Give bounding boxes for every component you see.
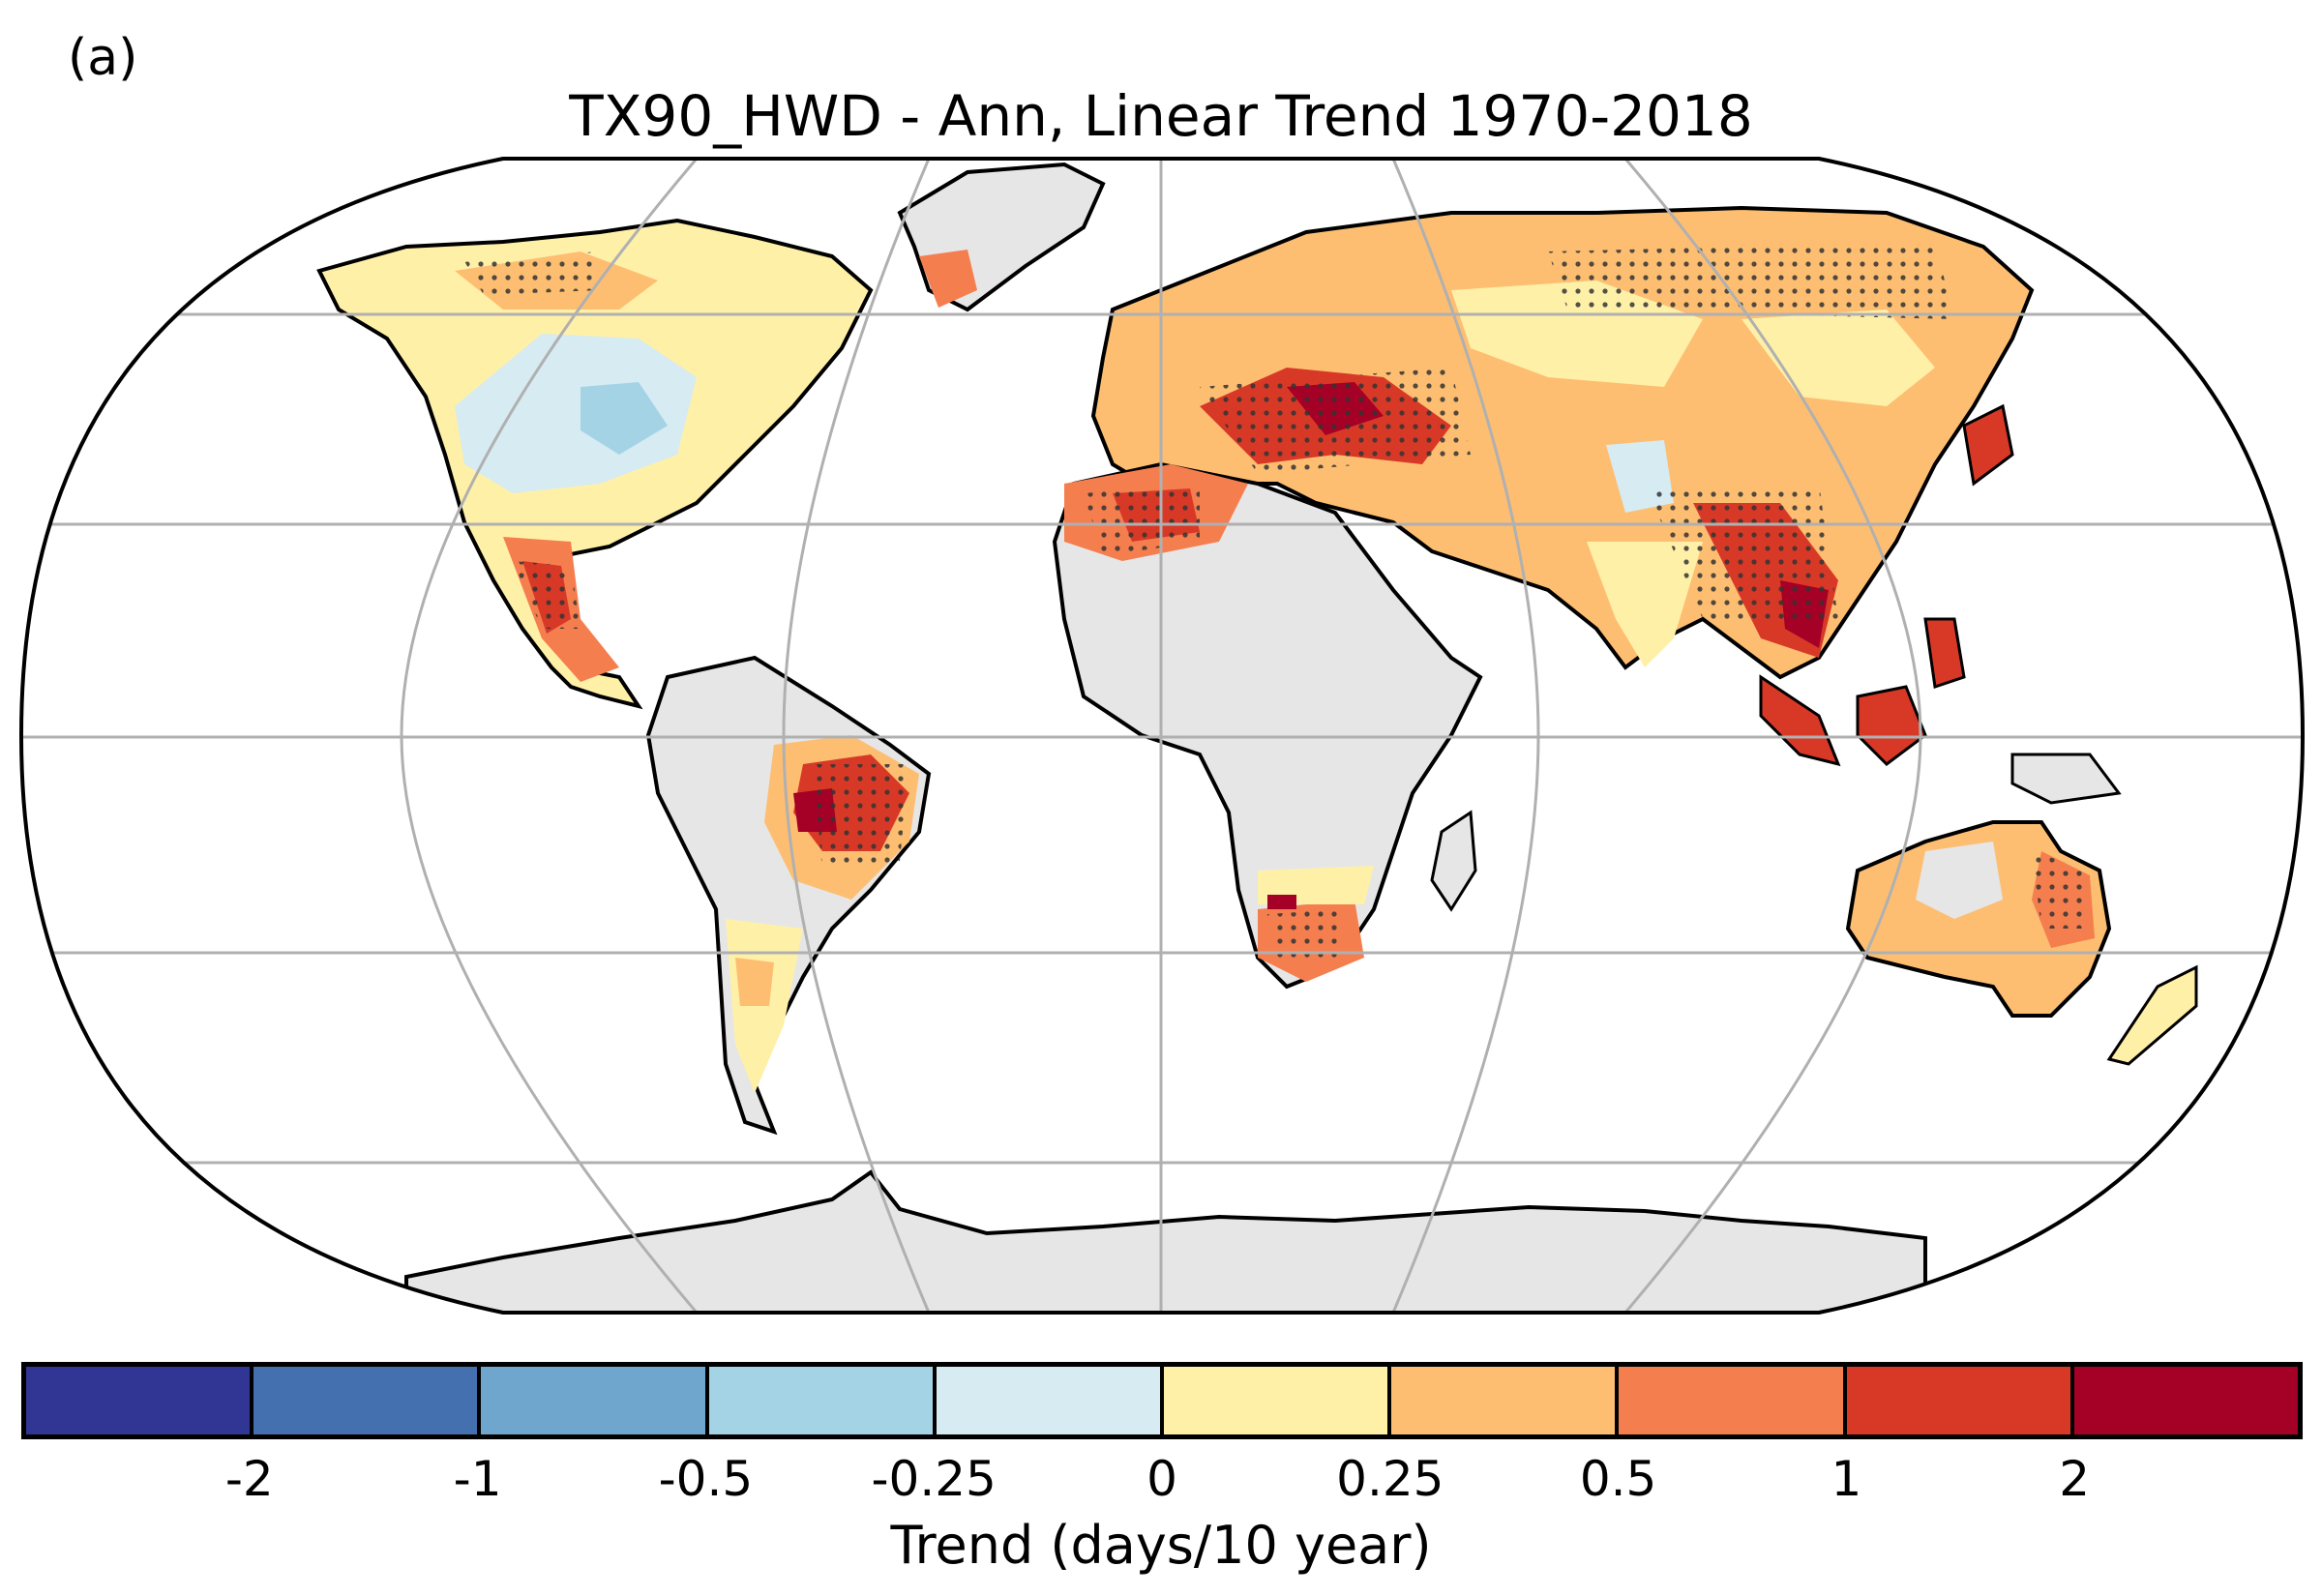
colorbar-segment-7	[1619, 1367, 1847, 1434]
india-mild	[1587, 542, 1703, 667]
land-borneo	[1856, 685, 1927, 766]
colorbar-tick-label: 0	[1146, 1451, 1177, 1507]
colorbar-segment-3	[708, 1367, 937, 1434]
na-coolest-region	[580, 382, 668, 455]
land-sumatra	[1759, 674, 1841, 767]
na-cool-region	[455, 334, 697, 493]
graticule	[21, 159, 2303, 1313]
africa-south-hottest	[1267, 895, 1296, 909]
land-greenland-warm	[919, 250, 977, 308]
world-map	[18, 157, 2306, 1315]
colorbar-tick-label: -2	[224, 1451, 274, 1507]
globe-outline	[18, 157, 2306, 1315]
colorbar-tick-label: -0.25	[871, 1451, 997, 1507]
new-zealand	[2106, 964, 2198, 1066]
colorbar	[21, 1362, 2303, 1439]
land-antarctica	[404, 1169, 1927, 1313]
colorbar-segment-1	[253, 1367, 482, 1434]
madagascar	[1430, 810, 1477, 912]
colorbar-segment-8	[1846, 1367, 2074, 1434]
australia-nodata	[1916, 842, 2003, 919]
colorbar-segment-9	[2073, 1367, 2299, 1434]
land-south-america	[645, 655, 932, 1136]
eurasia-east-mild	[1742, 310, 1935, 406]
colorbar-tick-label: 2	[2059, 1451, 2091, 1507]
significance-stippling	[464, 242, 2090, 962]
colorbar-segment-5	[1164, 1367, 1392, 1434]
japan	[1962, 403, 2014, 487]
panel-label: (a)	[68, 29, 138, 87]
sa-south-warm	[735, 958, 774, 1006]
colorbar-tick-label: -1	[453, 1451, 502, 1507]
colorbar-label: Trend (days/10 year)	[890, 1515, 1432, 1576]
land-philippines	[1923, 617, 1966, 689]
land-greenland	[897, 162, 1106, 312]
colorbar-segment-0	[26, 1367, 254, 1434]
colorbar-tick-label: 1	[1831, 1451, 1862, 1507]
colorbar-tick-label: 0.5	[1579, 1451, 1657, 1507]
colorbar-segment-2	[481, 1367, 709, 1434]
colorbar-tick-label: 0.25	[1336, 1451, 1444, 1507]
colorbar-tick-label: -0.5	[658, 1451, 754, 1507]
land-new-guinea	[2010, 753, 2122, 805]
colorbar-segment-6	[1391, 1367, 1620, 1434]
map-title: TX90_HWD - Ann, Linear Trend 1970-2018	[569, 83, 1753, 149]
colorbar-segment-4	[936, 1367, 1165, 1434]
